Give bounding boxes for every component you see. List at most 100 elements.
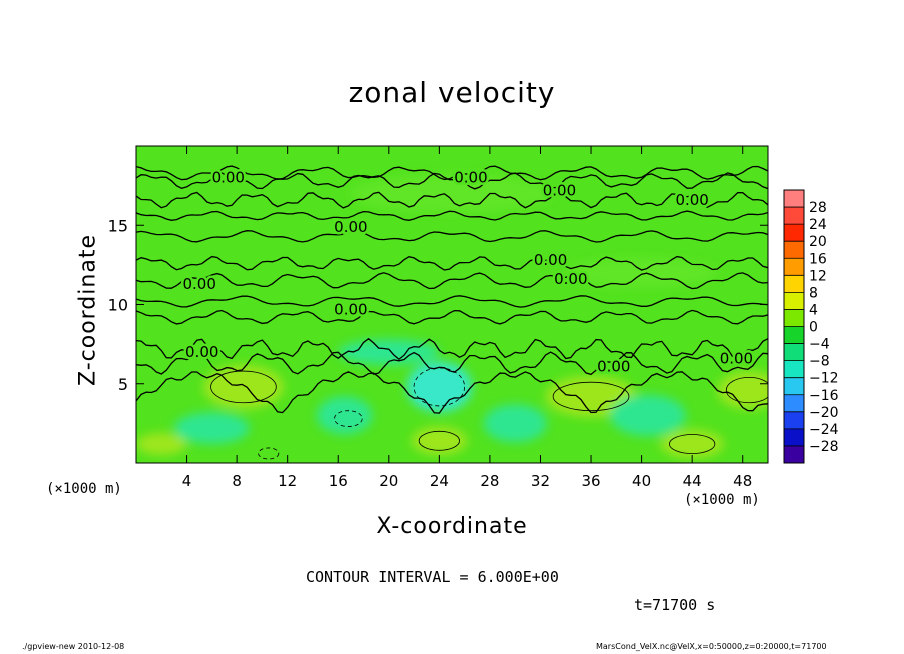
- footer-right: MarsCond_VelX.nc@VelX,x=0:50000,z=0:2000…: [596, 642, 827, 651]
- field-blob: [338, 339, 440, 365]
- colorbar-label: 24: [809, 217, 827, 233]
- contour-line: [136, 255, 768, 271]
- x-axis-unit-right: (×1000 m): [684, 492, 760, 508]
- contour-loop: [418, 430, 460, 451]
- colorbar-swatch: [784, 394, 804, 413]
- contour-loop: [258, 447, 280, 460]
- field-blob: [483, 404, 547, 443]
- contour-line: [136, 295, 768, 308]
- footer-left: ./gpview-new 2010-12-08: [22, 642, 125, 651]
- colorbar-label: 8: [809, 285, 818, 301]
- x-axis-label: X-coordinate: [376, 514, 528, 539]
- contour-loop: [552, 381, 630, 412]
- y-axis-ticks: 5 10 15: [108, 216, 768, 394]
- colorbar-swatch: [784, 428, 804, 447]
- contour-loop: [669, 434, 716, 454]
- contour-label: 0.00: [334, 218, 367, 236]
- colorbar-swatch: [784, 258, 804, 276]
- field-blob: [316, 396, 373, 435]
- x-tick-label: 36: [581, 472, 600, 490]
- colorbar-label: 16: [809, 251, 827, 267]
- contour-label: 0.00: [185, 343, 218, 361]
- colorbar-label: −4: [809, 337, 830, 353]
- y-tick-label: 10: [108, 296, 128, 315]
- x-tick-label: 28: [480, 472, 499, 490]
- y-tick-label: 5: [118, 375, 128, 394]
- colorbar-swatch: [784, 224, 804, 242]
- contour-line: [136, 230, 768, 243]
- contour-line: [136, 210, 768, 221]
- colorbar-swatch: [784, 292, 804, 310]
- colorbar-label: −28: [809, 439, 839, 455]
- x-tick-label: 12: [278, 472, 297, 490]
- contour-line: [136, 337, 768, 361]
- colorbar-label: 20: [809, 234, 827, 250]
- contour-line: [136, 191, 768, 209]
- contour-line: [136, 351, 768, 376]
- contour-line: [136, 371, 768, 414]
- colorbar-label: 28: [809, 200, 827, 216]
- contour-label: 0.00: [543, 181, 576, 199]
- colorbar-label: 12: [809, 268, 827, 284]
- field-blob: [136, 432, 187, 456]
- colorbar-swatch: [784, 275, 804, 293]
- contour-interval-text: CONTOUR INTERVAL = 6.000E+00: [306, 568, 559, 586]
- colorbar-swatch: [784, 360, 804, 379]
- colorbar-label: −20: [809, 405, 839, 421]
- colorbar-swatch: [784, 343, 804, 362]
- x-tick-label: 44: [683, 472, 702, 490]
- contour-label: 0.00: [212, 169, 245, 187]
- field-blob: [660, 429, 724, 459]
- field-blob: [717, 371, 768, 410]
- contour-loop: [725, 377, 768, 404]
- x-tick-label: 16: [329, 472, 348, 490]
- field-blob: [565, 258, 718, 288]
- colorbar-swatch: [784, 411, 804, 430]
- contour-label: 0.00: [334, 300, 367, 318]
- colorbar-swatch: [784, 445, 804, 464]
- colorbar-swatch: [784, 207, 804, 225]
- colorbar-label: 0: [809, 320, 818, 336]
- contour-line: [136, 165, 768, 181]
- field-blob: [406, 361, 473, 413]
- field-blob: [610, 394, 686, 437]
- contour-label: 0.00: [720, 349, 753, 367]
- colorbar-swatch: [784, 377, 804, 396]
- x-axis-ticks: 4 8 12 16 20 24 28 32 36 40 44 48: [182, 146, 752, 490]
- colorbar-label: 4: [809, 302, 818, 318]
- contour-label: 0.00: [534, 251, 567, 269]
- x-tick-label: 8: [232, 472, 242, 490]
- x-tick-label: 48: [733, 472, 752, 490]
- contour-line: [136, 309, 768, 325]
- x-tick-label: 32: [531, 472, 550, 490]
- contour-line: [136, 172, 768, 190]
- plot-area: 0.00 0.000.000.000.000.000.000.000.000.00…: [136, 146, 768, 463]
- contour-label: 0.00: [597, 357, 630, 375]
- colorbar-label: −16: [809, 388, 839, 404]
- chart-title: zonal velocity: [348, 76, 556, 109]
- contour-label: 0.00: [675, 191, 708, 209]
- contour-label: 0.00: [454, 169, 487, 187]
- contour-lines: [136, 165, 768, 460]
- contour-loop: [413, 367, 466, 407]
- x-axis-unit-left: (×1000 m): [46, 481, 122, 497]
- colorbar-label: −8: [809, 354, 830, 370]
- contour-label: 0.00: [182, 275, 215, 293]
- contour-labels: 0.00 0.000.000.000.000.000.000.000.000.00…: [180, 166, 756, 378]
- contour-label: 0.00: [554, 270, 587, 288]
- field-blob: [173, 412, 250, 444]
- x-tick-label: 24: [430, 472, 449, 490]
- contour-loop: [210, 370, 277, 404]
- contour-loop: [334, 410, 363, 427]
- colorbar-swatch: [784, 326, 804, 345]
- colorbar-swatch: [784, 241, 804, 259]
- colorbar-swatch: [784, 309, 804, 327]
- colorbar-label: −24: [809, 422, 839, 438]
- contour-line: [136, 272, 768, 290]
- y-tick-label: 15: [108, 216, 128, 235]
- x-tick-label: 40: [632, 472, 651, 490]
- colorbar-swatch: [784, 190, 804, 208]
- x-tick-label: 4: [182, 472, 192, 490]
